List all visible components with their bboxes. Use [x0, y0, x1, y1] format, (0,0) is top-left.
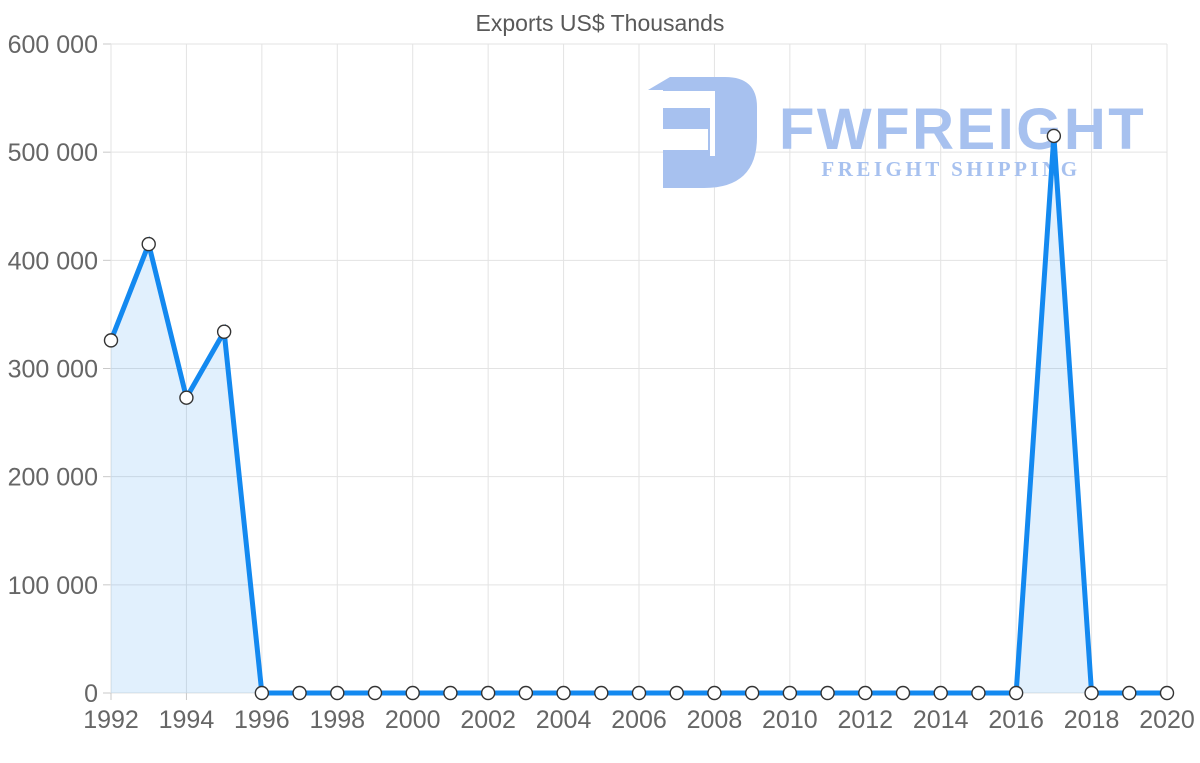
- data-point-2005[interactable]: [594, 685, 609, 701]
- x-axis-label: 1998: [309, 706, 365, 734]
- x-axis-label: 2002: [460, 706, 516, 734]
- data-point-2012[interactable]: [858, 685, 873, 701]
- data-point-2017[interactable]: [1046, 128, 1062, 144]
- data-point-2003[interactable]: [518, 685, 534, 701]
- data-point-2007[interactable]: [669, 685, 684, 701]
- x-axis-label: 2006: [611, 706, 667, 734]
- logo-icon-notch-upper: [663, 91, 710, 108]
- y-axis-label: 300 000: [8, 356, 98, 384]
- chart-data-layer[interactable]: [103, 128, 1175, 701]
- x-axis-label: 2008: [687, 706, 743, 734]
- axis-labels: 0 100 000 200 000 300 000 400 000 500 000 600 …: [8, 31, 1195, 734]
- data-point-2016[interactable]: [1008, 685, 1024, 701]
- x-axis-label: 2016: [988, 706, 1044, 734]
- data-point-1993[interactable]: [141, 236, 156, 252]
- exports-area-fill: [111, 135, 1167, 694]
- y-axis-label: 400 000: [8, 247, 98, 275]
- data-point-2018[interactable]: [1084, 685, 1099, 701]
- data-point-1992[interactable]: [103, 333, 119, 348]
- chart-title: Exports US$ Thousands: [476, 10, 725, 36]
- data-point-2011[interactable]: [820, 685, 835, 701]
- y-axis-label: 500 000: [8, 139, 98, 167]
- x-axis-label: 2018: [1064, 706, 1120, 734]
- logo-name: FWFREIGHT: [779, 97, 1146, 162]
- data-point-2014[interactable]: [933, 685, 948, 701]
- data-point-1994[interactable]: [179, 390, 194, 405]
- chart-grid: [103, 43, 1168, 700]
- logo-icon-notch-lower: [663, 129, 708, 150]
- data-point-2004[interactable]: [556, 685, 571, 701]
- y-axis-label: 0: [84, 680, 98, 708]
- logo-icon-slit: [710, 91, 715, 156]
- x-axis-label: 2020: [1139, 706, 1195, 734]
- data-point-2000[interactable]: [405, 685, 420, 701]
- y-axis-label: 600 000: [8, 31, 98, 59]
- fwfreight-logo-icon: [648, 77, 757, 188]
- data-point-2009[interactable]: [744, 685, 760, 701]
- fwfreight-logo: FWFREIGHT FREIGHT SHIPPING: [648, 77, 1146, 188]
- data-point-1996[interactable]: [254, 685, 270, 701]
- data-point-2013[interactable]: [895, 685, 911, 701]
- x-axis-label: 2012: [837, 706, 893, 734]
- data-point-2019[interactable]: [1122, 685, 1137, 701]
- data-point-1995[interactable]: [216, 324, 232, 339]
- data-point-2015[interactable]: [971, 685, 986, 701]
- data-point-2008[interactable]: [707, 685, 722, 701]
- data-point-1998[interactable]: [330, 685, 345, 701]
- x-axis-label: 2010: [762, 706, 818, 734]
- data-point-2020[interactable]: [1159, 685, 1175, 701]
- data-point-1997[interactable]: [292, 685, 307, 701]
- x-axis-label: 2000: [385, 706, 441, 734]
- logo-tagline: FREIGHT SHIPPING: [821, 157, 1080, 181]
- x-axis-label: 2014: [913, 706, 969, 734]
- x-axis-label: 1994: [159, 706, 215, 734]
- data-point-2010[interactable]: [782, 685, 798, 701]
- x-axis-label: 1996: [234, 706, 290, 734]
- x-axis-label: 2004: [536, 706, 592, 734]
- data-point-1999[interactable]: [367, 685, 383, 701]
- x-axis-label: 1992: [83, 706, 139, 734]
- y-axis-label: 200 000: [8, 464, 98, 492]
- data-point-2002[interactable]: [480, 685, 496, 701]
- y-axis-label: 100 000: [8, 572, 98, 600]
- data-point-2006[interactable]: [631, 685, 647, 701]
- data-point-2001[interactable]: [443, 685, 458, 701]
